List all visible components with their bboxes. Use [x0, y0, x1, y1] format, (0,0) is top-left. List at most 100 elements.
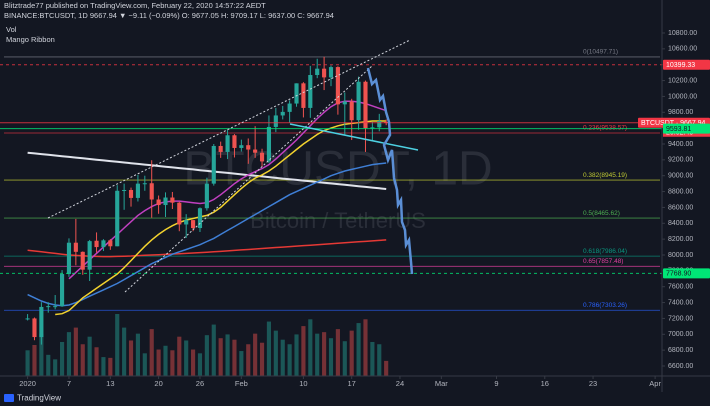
candle-body	[308, 75, 313, 108]
y-tick-label: 8600.00	[668, 204, 693, 211]
candle-body	[211, 145, 216, 184]
candle-body	[239, 145, 244, 148]
candle-body	[287, 103, 292, 112]
volume-bar	[59, 341, 65, 376]
y-tick-label: 10800.00	[668, 30, 697, 37]
candle-body	[94, 240, 99, 248]
candle-body	[342, 101, 347, 105]
candle-body	[218, 145, 223, 152]
projection	[366, 67, 414, 275]
candle-body	[73, 242, 78, 252]
candle-body	[197, 208, 203, 229]
candle-body	[363, 81, 368, 129]
fib-label: 0.382(8945.19)	[583, 172, 627, 179]
candle-body	[328, 67, 334, 78]
ma-line	[27, 239, 387, 258]
candle-body	[46, 306, 51, 308]
volume-bar	[239, 351, 244, 376]
y-tick-label: 7000.00	[668, 331, 693, 338]
price-tag-label: 10399.33	[666, 62, 695, 69]
legend: BINANCE:BTCUSDT, 1D 9667.94 ▼ −9.11 (−0.…	[4, 11, 334, 20]
volume-bar	[170, 350, 175, 376]
volume-bar	[46, 354, 51, 376]
candle-body	[156, 199, 161, 206]
volume-bar	[32, 345, 37, 376]
volume-bar	[349, 330, 354, 376]
candle-body	[149, 183, 154, 200]
volume-bar	[377, 344, 382, 376]
candle-body	[335, 67, 340, 105]
volume-bar	[328, 338, 334, 376]
ma-line	[55, 120, 387, 316]
candle-body	[170, 197, 175, 203]
volume-bar	[156, 349, 161, 376]
volume-bar	[177, 336, 182, 376]
volume-bar	[66, 332, 72, 376]
x-tick-label: 16	[541, 379, 549, 388]
volume-bar	[266, 321, 272, 376]
volume-bar	[80, 344, 85, 376]
volume-bar	[342, 341, 347, 376]
candle-body	[25, 318, 30, 320]
volume-bar	[322, 332, 327, 376]
candle-body	[259, 152, 265, 162]
candle-body	[184, 220, 189, 225]
candle-body	[301, 83, 306, 108]
footer: TradingView	[17, 394, 61, 403]
fib-label: 0.786(7303.26)	[583, 302, 627, 309]
x-tick-label: Feb	[235, 379, 248, 388]
x-tick-label: Mar	[435, 379, 448, 388]
volume-bar	[335, 329, 340, 376]
candle-body	[53, 306, 58, 308]
candle-body	[135, 183, 140, 198]
logo	[4, 394, 14, 402]
volume-bar	[259, 342, 265, 376]
trend-line	[47, 39, 411, 219]
volume-bar	[108, 357, 113, 376]
indicator: Vol	[6, 25, 17, 34]
x-tick-label: 13	[106, 379, 114, 388]
y-tick-label: 10000.00	[668, 93, 697, 100]
candle-body	[191, 220, 196, 229]
x-tick-label: 17	[348, 379, 356, 388]
x-tick-label: 26	[196, 379, 204, 388]
candle-body	[39, 306, 44, 338]
y-tick-label: 8200.00	[668, 236, 693, 243]
volume-bar	[184, 340, 189, 376]
price-tag	[663, 268, 710, 279]
candle-body	[232, 135, 237, 148]
fib-label: 0(10497.71)	[583, 49, 618, 56]
volume-bar	[294, 334, 299, 376]
drawings	[47, 39, 419, 293]
price-tag	[663, 59, 710, 70]
volume-bar	[363, 319, 368, 376]
volume-bar	[246, 344, 251, 376]
x-tick-label: 10	[299, 379, 307, 388]
volume-bar	[218, 338, 223, 376]
volume-bar	[135, 333, 140, 376]
x-tick-label: 2020	[19, 379, 36, 388]
candle-body	[322, 68, 327, 78]
volume-bar	[115, 314, 120, 376]
volume-bar	[204, 335, 209, 376]
y-tick-label: 10600.00	[668, 46, 697, 53]
y-tick-label: 7200.00	[668, 315, 693, 322]
y-tick-label: 9200.00	[668, 157, 693, 164]
volume-bar	[197, 353, 203, 376]
publisher: Blitztrade77 published on TradingView.co…	[4, 1, 266, 10]
candle-body	[315, 68, 320, 76]
x-tick-label: 24	[396, 379, 404, 388]
candle-body	[115, 190, 120, 247]
y-tick-label: 7400.00	[668, 299, 693, 306]
candle-body	[101, 240, 106, 248]
volume-bar	[308, 319, 313, 376]
y-tick-label: 9800.00	[668, 109, 693, 116]
volume-bar	[315, 333, 320, 376]
candle-body	[80, 251, 85, 270]
candle-body	[142, 183, 147, 185]
ma-line	[27, 162, 387, 307]
candle-body	[356, 81, 361, 121]
candle-body	[66, 242, 72, 275]
